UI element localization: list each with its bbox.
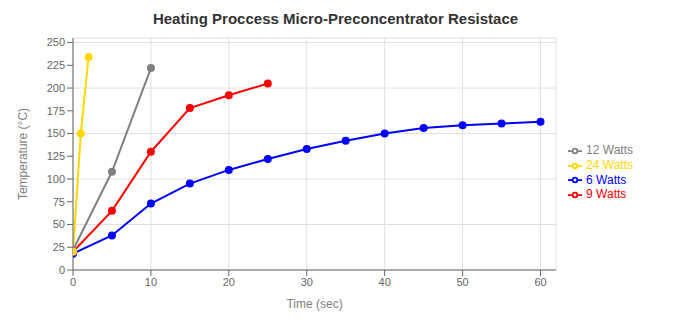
svg-text:Temperature (°C): Temperature (°C) (16, 108, 30, 200)
svg-text:0: 0 (70, 276, 76, 288)
svg-text:Time (sec): Time (sec) (286, 297, 342, 311)
svg-text:20: 20 (223, 276, 235, 288)
svg-text:30: 30 (301, 276, 313, 288)
svg-text:50: 50 (53, 218, 65, 230)
svg-text:125: 125 (47, 150, 65, 162)
svg-text:25: 25 (53, 241, 65, 253)
svg-text:100: 100 (47, 173, 65, 185)
svg-text:75: 75 (53, 196, 65, 208)
html-text:6 Watts: 6 Watts (586, 172, 627, 187)
svg-text:150: 150 (47, 127, 65, 139)
svg-text:0: 0 (59, 264, 65, 276)
svg-text:60: 60 (534, 276, 546, 288)
html-text:24 Watts: 24 Watts (586, 157, 633, 172)
svg-text:10: 10 (145, 276, 157, 288)
svg-text:250: 250 (47, 36, 65, 48)
svg-text:40: 40 (379, 276, 391, 288)
html-text:Heating Proccess Micro-Preconc: Heating Proccess Micro-Preconcentrator R… (152, 10, 519, 27)
html-text:12 Watts: 12 Watts (586, 142, 633, 157)
html-text:9 Watts: 9 Watts (586, 187, 627, 202)
svg-text:200: 200 (47, 82, 65, 94)
svg-text:50: 50 (456, 276, 468, 288)
svg-text:225: 225 (47, 59, 65, 71)
svg-text:175: 175 (47, 105, 65, 117)
